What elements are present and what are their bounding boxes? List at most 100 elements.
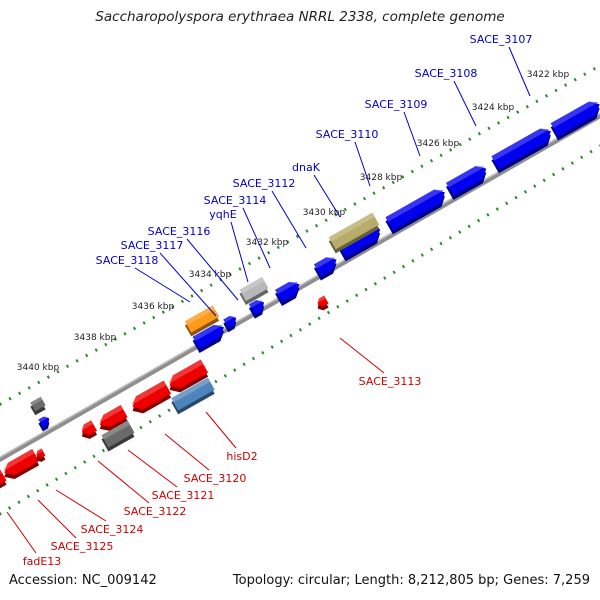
gene-arrow-sace-3109-highlight <box>446 166 486 188</box>
gene-label-fwd-8: SACE_3116 <box>148 225 211 238</box>
genome-backbone <box>0 112 600 463</box>
gene-arrow-sace-3113 <box>316 295 329 311</box>
gene-label-fwd-9: SACE_3117 <box>121 239 184 252</box>
leader-line-fwd-9 <box>159 252 217 317</box>
leader-line-fwd-7 <box>230 221 249 283</box>
gene-arrow-sace-3112 <box>313 257 337 281</box>
gene-label-rev-5: SACE_3124 <box>81 523 144 536</box>
feature-steel-blue-body <box>171 377 215 411</box>
gene-arrow-fade13-highlight <box>0 469 3 474</box>
leader-line-rev-4 <box>97 460 150 504</box>
feature-gray-body <box>239 276 269 302</box>
feature-orange-body <box>184 305 220 333</box>
leader-line-rev-6 <box>37 499 77 539</box>
gene-label-rev-3: SACE_3121 <box>152 489 215 502</box>
gene-label-rev-2: SACE_3120 <box>184 472 247 485</box>
gene-arrow-hisd2-highlight <box>168 359 204 384</box>
gene-label-fwd-3: SACE_3110 <box>316 128 379 141</box>
ruler-label-2: 3426 kbp <box>417 139 460 149</box>
leader-line-fwd-2 <box>403 111 421 157</box>
gene-arrow-sace-3124 <box>3 449 40 480</box>
feature-dark-gray-body <box>101 420 135 448</box>
leader-line-fwd-10 <box>134 267 191 303</box>
gene-label-rev-7: fadE13 <box>23 555 62 568</box>
leader-line-fwd-0 <box>508 46 531 97</box>
gene-arrow-sace-3117 <box>192 324 224 353</box>
leader-line-rev-1 <box>205 411 237 449</box>
feature-orange <box>184 305 220 337</box>
leader-line-rev-3 <box>127 449 178 488</box>
feature-dark-gray <box>101 420 135 452</box>
gene-arrow-yqhe-highlight <box>248 300 264 308</box>
gene-label-fwd-5: SACE_3112 <box>233 177 296 190</box>
feature-dark-gray-small-body <box>30 396 46 412</box>
ruler-label-5: 3432 kbp <box>246 238 289 248</box>
feature-olive-body <box>328 212 380 250</box>
feature-dark-gray-small-highlight <box>30 396 43 406</box>
gene-label-fwd-1: SACE_3108 <box>415 67 478 80</box>
reverse-tick-line <box>0 144 600 516</box>
gene-label-rev-0: SACE_3113 <box>359 375 422 388</box>
ruler-label-1: 3424 kbp <box>472 103 515 113</box>
gene-arrow-sace-3112-highlight <box>313 257 336 269</box>
gene-arrow-sace-3121-highlight <box>98 405 124 424</box>
gene-arrow-sace-3110-highlight <box>385 189 444 222</box>
leader-line-rev-7 <box>6 511 37 554</box>
genome-summary-text: Topology: circular; Length: 8,212,805 bp… <box>232 573 590 588</box>
gene-arrow-sace-3122-highlight <box>81 420 94 431</box>
leader-line-fwd-8 <box>186 238 239 301</box>
gene-arrow-sace-3107 <box>550 101 600 141</box>
ruler-label-8: 3438 kbp <box>74 333 117 343</box>
gene-arrow-sace-3125-highlight <box>35 448 43 455</box>
feature-dark-gray-small <box>30 396 46 416</box>
feature-gray-highlight <box>239 276 265 294</box>
gene-arrow-sace-3124-highlight <box>3 449 35 472</box>
gene-arrow-sace-3118 <box>38 416 50 432</box>
gene-arrow-sace-3107-highlight <box>550 101 599 128</box>
gene-arrow-sace-3120 <box>131 380 172 414</box>
feature-orange-highlight <box>184 305 215 326</box>
ruler-label-3: 3428 kbp <box>360 173 403 183</box>
gene-arrow-sace-3107-body <box>550 101 600 137</box>
gene-label-fwd-6: SACE_3114 <box>204 194 267 207</box>
gene-arrow-sace-3125 <box>35 448 46 462</box>
gene-arrow-sace-3108-highlight <box>491 128 550 161</box>
gene-label-rev-4: SACE_3122 <box>124 505 187 518</box>
leader-line-rev-5 <box>55 489 107 522</box>
gene-arrow-sace-3120-highlight <box>131 380 167 405</box>
accession-text: Accession: NC_009142 <box>9 573 157 588</box>
gene-label-rev-1: hisD2 <box>226 450 257 463</box>
gene-label-fwd-2: SACE_3109 <box>365 98 428 111</box>
gene-arrow-hisd2 <box>168 359 209 393</box>
gene-arrow-sace-3110-body <box>385 189 445 231</box>
gene-label-fwd-0: SACE_3107 <box>470 33 533 46</box>
gene-label-fwd-4: dnaK <box>292 161 321 174</box>
leader-line-fwd-3 <box>354 141 371 187</box>
gene-arrow-sace-3117-body <box>192 324 224 349</box>
leader-line-fwd-5 <box>271 190 307 249</box>
gene-arrow-sace-3118-highlight <box>38 416 49 423</box>
gene-arrow-sace-3113-highlight <box>316 295 326 304</box>
gene-arrow-sace-3109 <box>446 166 487 200</box>
leader-line-rev-2 <box>164 433 210 471</box>
leader-line-rev-0 <box>339 337 385 374</box>
gene-arrow-sace-3122 <box>81 420 98 439</box>
map-title: Saccharopolyspora erythraea NRRL 2338, c… <box>95 9 505 25</box>
gene-arrow-sace-3116-highlight <box>223 316 236 323</box>
feature-gray <box>239 276 269 306</box>
ruler-label-0: 3422 kbp <box>527 70 570 80</box>
gene-arrow-sace-3114 <box>275 281 300 307</box>
leader-line-fwd-4 <box>313 174 341 218</box>
feature-steel-blue <box>171 377 215 415</box>
gene-arrow-yqhe <box>248 300 265 319</box>
ruler-label-6: 3434 kbp <box>189 270 232 280</box>
gene-arrow-sace-3110 <box>385 189 445 235</box>
gene-arrow-sace-3121 <box>98 405 128 432</box>
gene-label-fwd-7: yqhE <box>209 208 236 221</box>
gene-arrow-sace-3117-highlight <box>192 324 223 342</box>
ruler-label-7: 3436 kbp <box>132 302 175 312</box>
feature-olive <box>328 212 380 254</box>
gene-label-rev-6: SACE_3125 <box>51 540 114 553</box>
